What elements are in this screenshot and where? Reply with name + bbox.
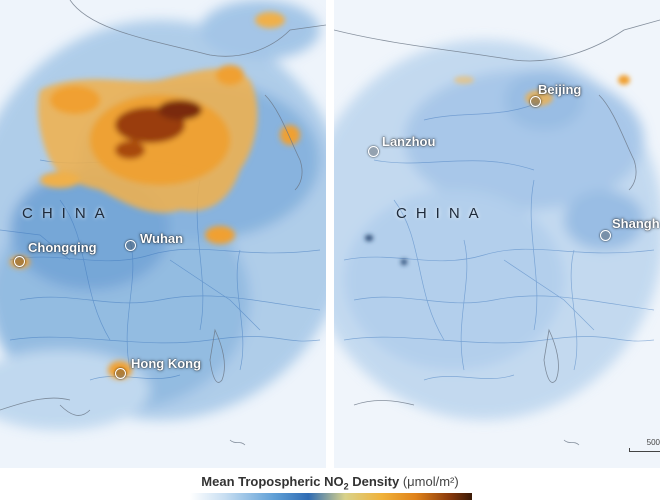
city-marker-wuhan [125,240,136,251]
map-panel-after: CHINA Beijing Lanzhou Shangh 500 [334,0,660,468]
city-marker-beijing [530,96,541,107]
legend-title-prefix: Mean Tropospheric NO [201,474,344,489]
city-label-wuhan: Wuhan [140,231,184,246]
map-panel-before: CHINA Chongqing Wuhan Hong Kong [0,0,326,468]
no2-map-after [334,0,660,468]
city-label-lanzhou: Lanzhou [382,134,436,149]
legend-title-subscript: 2 [343,481,349,492]
city-marker-chongqing [14,256,25,267]
legend-title-suffix: Density [348,474,400,489]
city-marker-shanghai [600,230,611,241]
legend-title: Mean Tropospheric NO2 Density (μmol/m²) [0,474,660,492]
country-label: CHINA [22,205,114,222]
city-marker-hong-kong [115,368,126,379]
panel-divider [326,0,334,468]
city-label-chongqing: Chongqing [28,240,97,255]
city-label-beijing: Beijing [538,82,582,97]
city-marker-lanzhou [368,146,379,157]
scale-line [629,448,660,452]
legend-unit: (μmol/m²) [402,474,459,489]
scale-label: 500 [646,438,660,447]
legend-color-bar [190,493,472,500]
legend: Mean Tropospheric NO2 Density (μmol/m²) [0,468,660,502]
no2-map-before [0,0,326,468]
country-label: CHINA [396,205,488,222]
scale-bar: 500 [628,438,660,454]
city-label-shanghai: Shangh [612,216,660,231]
city-label-hong-kong: Hong Kong [131,356,202,371]
